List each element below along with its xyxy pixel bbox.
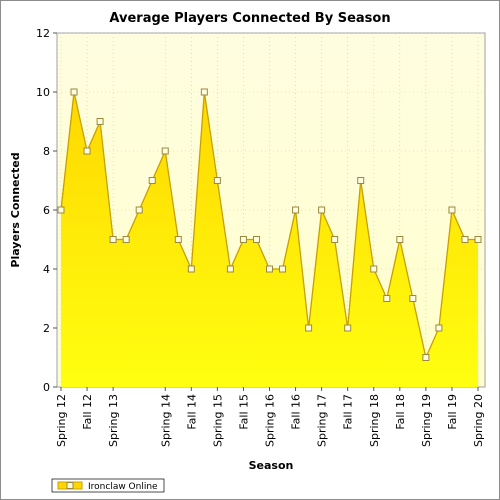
x-tick-label: Spring 19 [420,394,433,447]
chart-title: Average Players Connected By Season [109,11,390,26]
x-tick-label: Spring 18 [368,394,381,447]
data-point-9 [174,236,182,243]
data-point-2 [83,147,91,155]
data-point-30 [448,206,456,214]
data-point-3 [96,118,104,125]
y-tick-label: 8 [43,145,50,158]
data-point-8 [161,147,169,155]
x-tick-label: Fall 17 [342,394,355,430]
data-point-31 [461,236,469,243]
x-tick-label: Fall 18 [394,394,407,430]
data-point-18 [292,206,300,214]
y-tick-label: 12 [36,27,50,40]
x-tick-label: Fall 15 [237,394,250,430]
data-point-10 [187,265,195,273]
legend: Ironclaw Online [51,478,165,493]
data-point-11 [200,88,208,96]
y-tick-label: 10 [36,86,50,99]
series-area [61,92,478,387]
y-tick-label: 4 [43,263,50,276]
x-tick-label: Fall 14 [185,394,198,430]
data-point-15 [252,236,260,243]
data-point-17 [279,265,287,273]
data-point-13 [226,265,234,273]
y-axis: 0 2 4 6 8 10 12 [36,27,57,394]
legend-label: Ironclaw Online [88,482,158,492]
x-tick-label: Spring 14 [159,394,172,447]
data-point-25 [383,295,391,302]
y-tick-label: 0 [43,381,50,394]
data-point-27 [409,295,417,302]
x-tick-label: Fall 12 [81,394,94,430]
x-tick-label: Spring 13 [107,394,120,447]
x-tick-label: Spring 20 [472,394,485,447]
x-tick-label: Spring 15 [211,394,224,447]
series-markers [57,88,482,361]
y-tick-label: 2 [43,322,50,335]
data-point-19 [305,324,313,332]
data-point-16 [266,265,273,273]
data-point-24 [370,265,378,273]
y-axis-title: Players Connected [9,152,22,267]
x-tick-label: Spring 12 [55,394,68,447]
data-point-28 [422,354,430,361]
data-point-21 [331,236,339,243]
y-tick-label: 6 [43,204,50,217]
data-point-1 [70,88,78,96]
x-tick-label: Fall 16 [290,394,303,430]
data-point-29 [435,324,443,332]
data-point-26 [396,236,404,243]
data-point-12 [213,177,221,184]
data-point-7 [148,177,156,184]
x-axis-title: Season [249,459,294,472]
data-point-5 [122,236,130,243]
x-tick-label: Fall 19 [446,394,459,430]
x-tick-label: Spring 17 [316,394,329,447]
data-point-32 [474,236,482,243]
data-point-14 [239,236,247,243]
data-point-0 [57,206,65,214]
x-tick-label: Spring 16 [264,394,277,447]
data-point-23 [357,177,365,184]
data-point-4 [109,236,117,243]
data-point-22 [344,324,352,332]
legend-marker [66,482,74,489]
x-axis: Spring 12 Fall 12 Spring 13 Spring 14 Fall 1… [55,387,485,447]
data-point-20 [318,206,326,214]
data-point-6 [135,206,143,214]
